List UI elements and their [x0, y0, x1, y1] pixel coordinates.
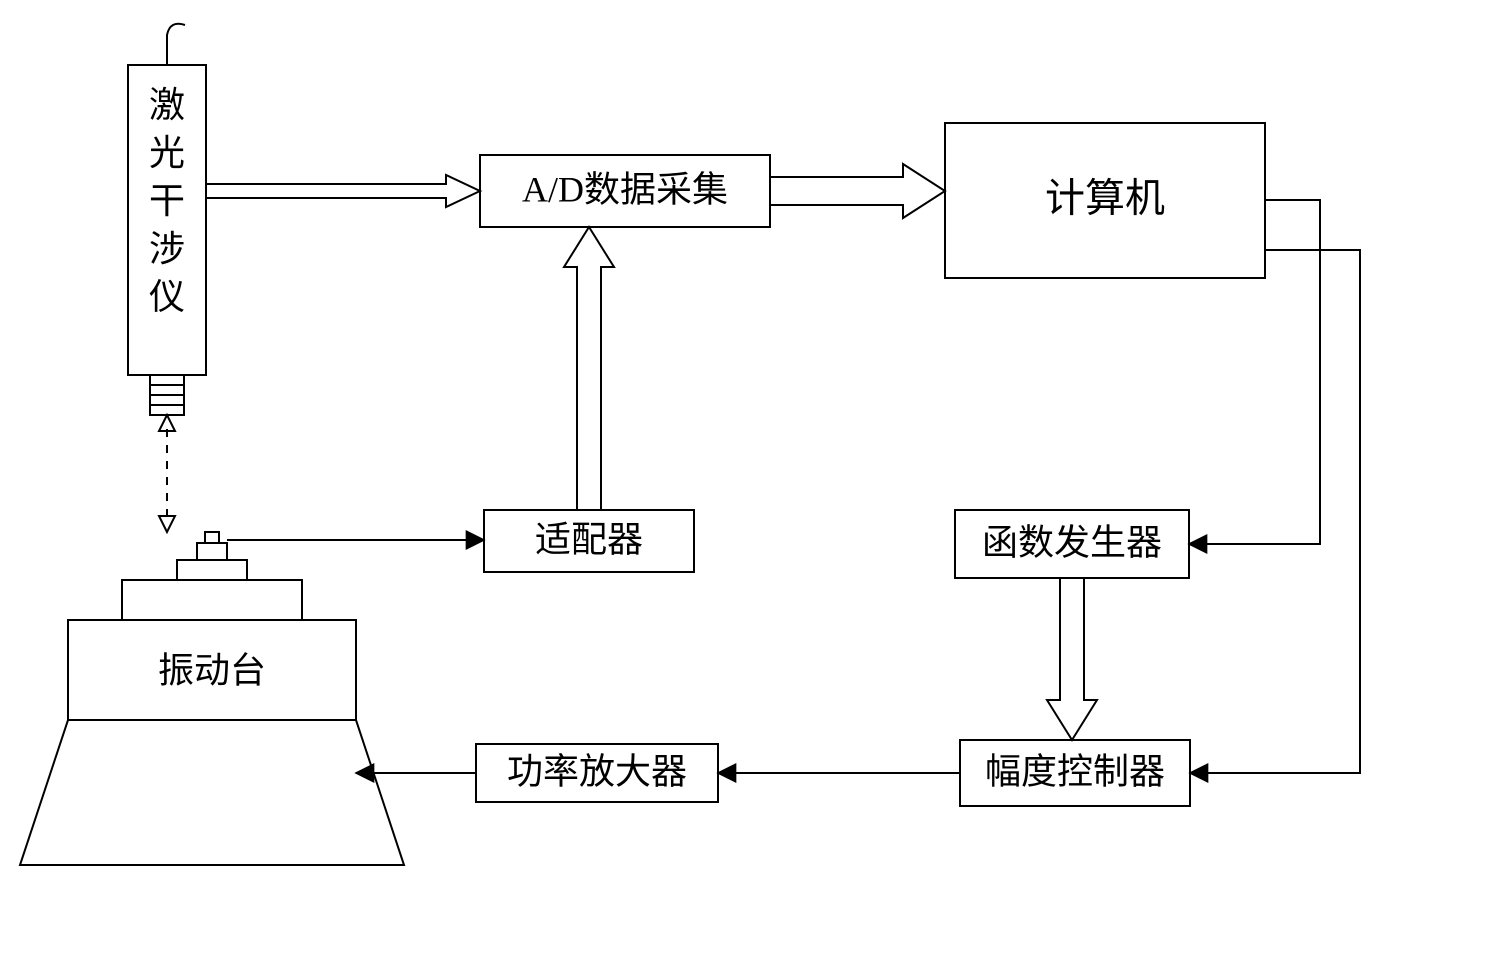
- laser-label-char: 光: [149, 133, 185, 173]
- shaker-label: 振动台: [158, 650, 266, 690]
- sensor-top: [205, 532, 219, 543]
- hollow-arrow: [564, 227, 614, 510]
- hollow-arrow: [206, 175, 480, 207]
- laser-label-char: 涉: [149, 229, 185, 269]
- antenna: [167, 24, 185, 65]
- funcgen-label: 函数发生器: [982, 522, 1162, 562]
- laser-label-char: 干: [149, 181, 185, 221]
- beam-arrow-up: [159, 415, 175, 431]
- hollow-arrow: [770, 164, 945, 218]
- laser-label-char: 仪: [149, 277, 185, 317]
- ad-label: A/D数据采集: [522, 169, 728, 209]
- beam-arrow-down: [159, 516, 175, 532]
- adapter-label: 适配器: [535, 519, 643, 559]
- line-arrow: [1190, 250, 1360, 773]
- sensor-head: [197, 543, 227, 560]
- pa-label: 功率放大器: [507, 751, 687, 791]
- computer-label: 计算机: [1045, 176, 1165, 221]
- shaker-platform: [122, 580, 302, 620]
- ampctrl-label: 幅度控制器: [985, 751, 1165, 791]
- hollow-arrow: [1047, 578, 1097, 740]
- sensor-base: [177, 560, 247, 580]
- shaker-base: [20, 720, 404, 865]
- laser-label-char: 激: [149, 85, 185, 125]
